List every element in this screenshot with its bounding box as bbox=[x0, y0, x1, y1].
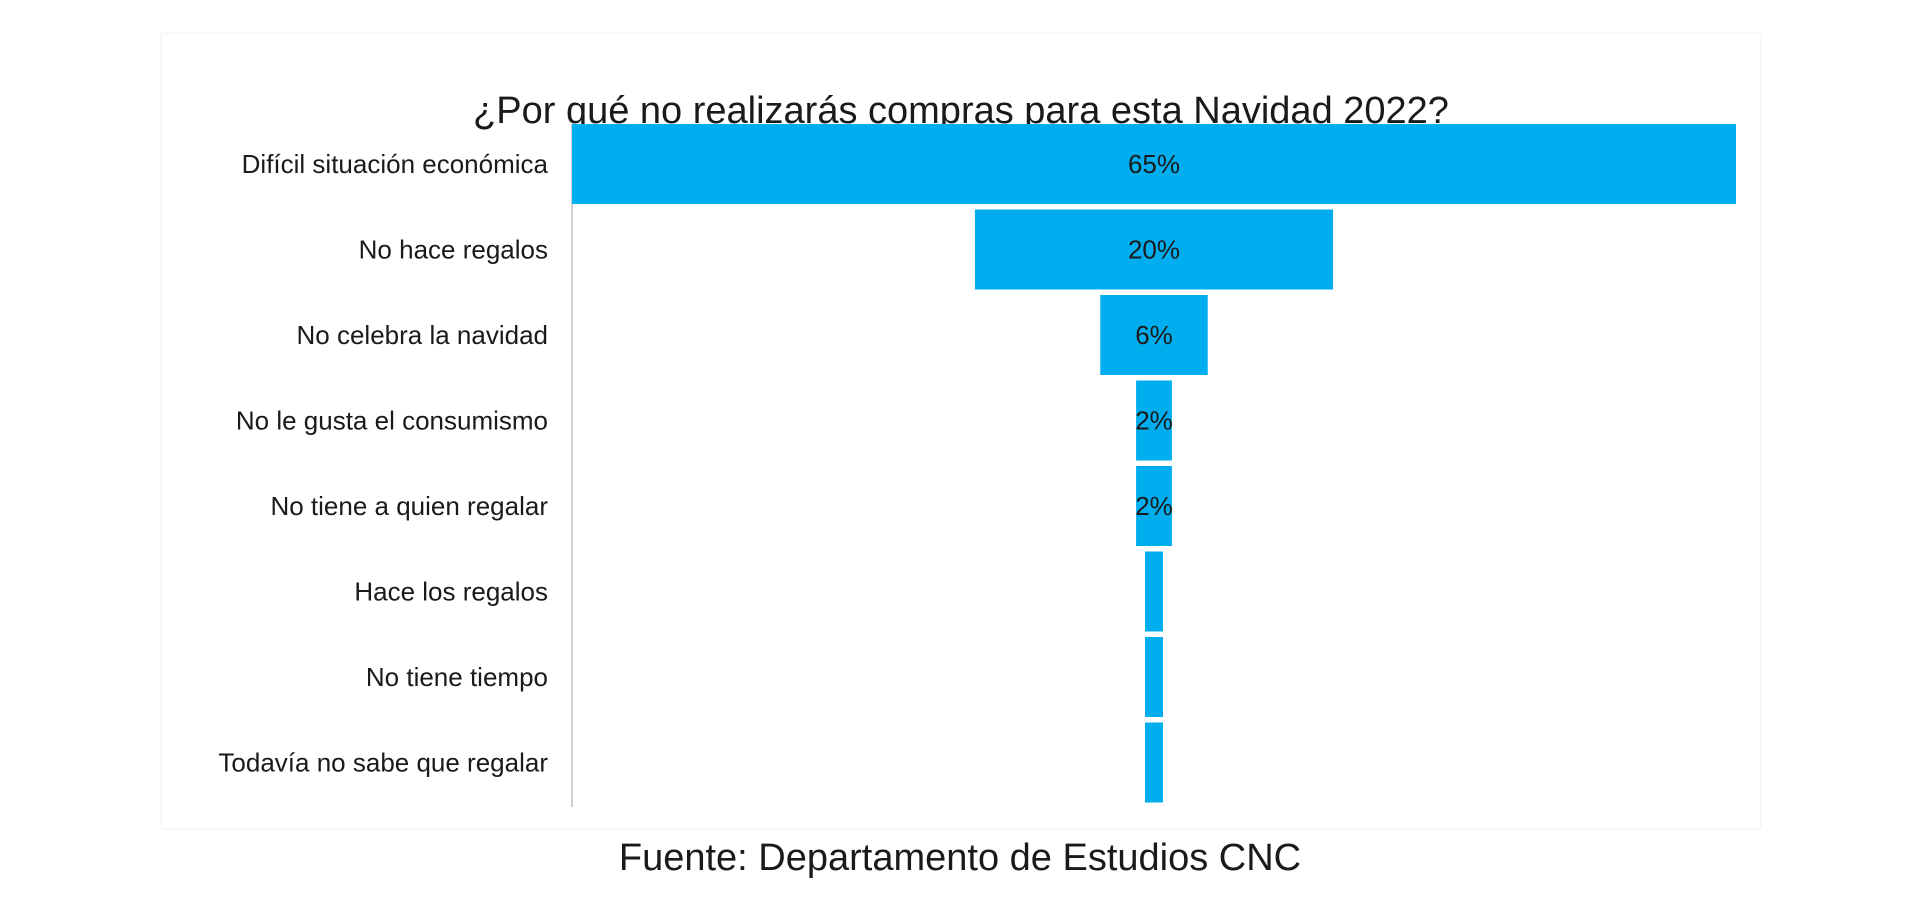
category-label: No le gusta el consumismo bbox=[236, 406, 548, 436]
category-label: No tiene a quien regalar bbox=[270, 491, 548, 521]
funnel-bar bbox=[974, 209, 1334, 290]
funnel-bar bbox=[572, 124, 1736, 204]
funnel-bar bbox=[1136, 380, 1172, 461]
category-label: Todavía no sabe que regalar bbox=[218, 748, 548, 778]
data-label: 20% bbox=[1128, 235, 1180, 265]
source-note: Fuente: Departamento de Estudios CNC bbox=[618, 837, 1302, 879]
chart-panel: ¿Por qué no realizarás compras para esta… bbox=[162, 34, 1760, 828]
data-label: 2% bbox=[1135, 406, 1173, 436]
category-label: No celebra la navidad bbox=[297, 320, 549, 350]
category-label: No tiene tiempo bbox=[366, 662, 548, 692]
funnel-bar bbox=[1136, 466, 1172, 546]
funnel-bar bbox=[1145, 637, 1163, 717]
data-label: 2% bbox=[1135, 491, 1173, 521]
category-label: No hace regalos bbox=[359, 235, 548, 265]
bars-layer: Difícil situación económica 65% No hace re… bbox=[218, 124, 1736, 803]
category-label: Hace los regalos bbox=[354, 577, 548, 607]
funnel-bar bbox=[1100, 295, 1208, 375]
chart-title: ¿Por qué no realizarás compras para esta… bbox=[473, 90, 1449, 132]
data-label: 65% bbox=[1128, 149, 1180, 179]
data-label: 6% bbox=[1135, 320, 1173, 350]
funnel-chart: Difícil situación económica 65% No hace re… bbox=[218, 124, 1736, 807]
funnel-bar bbox=[1145, 722, 1163, 803]
category-label: Difícil situación económica bbox=[242, 149, 549, 179]
funnel-bar bbox=[1145, 551, 1163, 632]
